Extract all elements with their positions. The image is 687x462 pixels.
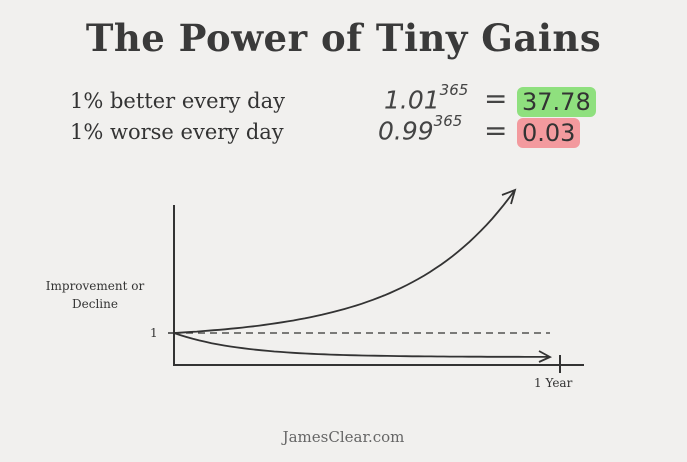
better-base: 1.01 bbox=[384, 85, 440, 115]
footer-source: JamesClear.com bbox=[282, 428, 405, 446]
better-curve bbox=[173, 189, 516, 334]
y-axis-label: Improvement or Decline bbox=[45, 279, 145, 311]
x-tick-label: 1 Year bbox=[534, 376, 573, 390]
worse-arrowhead bbox=[538, 350, 553, 363]
worse-result: 0.03 bbox=[517, 118, 581, 148]
worse-formula: 0.99365 bbox=[378, 112, 462, 146]
better-exponent: 365 bbox=[439, 81, 469, 99]
better-result: 37.78 bbox=[517, 87, 596, 117]
y-tick-label: 1 bbox=[150, 326, 158, 340]
worse-exponent: 365 bbox=[433, 112, 463, 130]
worse-base: 0.99 bbox=[378, 116, 434, 146]
chart-title: The Power of Tiny Gains bbox=[85, 16, 602, 60]
better-label: 1% better every day bbox=[70, 89, 286, 113]
worse-curve bbox=[173, 332, 550, 358]
better-equals: = bbox=[484, 82, 508, 115]
better-formula: 1.01365 bbox=[384, 81, 468, 115]
worse-equals: = bbox=[484, 114, 508, 147]
worse-label: 1% worse every day bbox=[70, 120, 284, 144]
better-arrowhead bbox=[501, 188, 517, 205]
